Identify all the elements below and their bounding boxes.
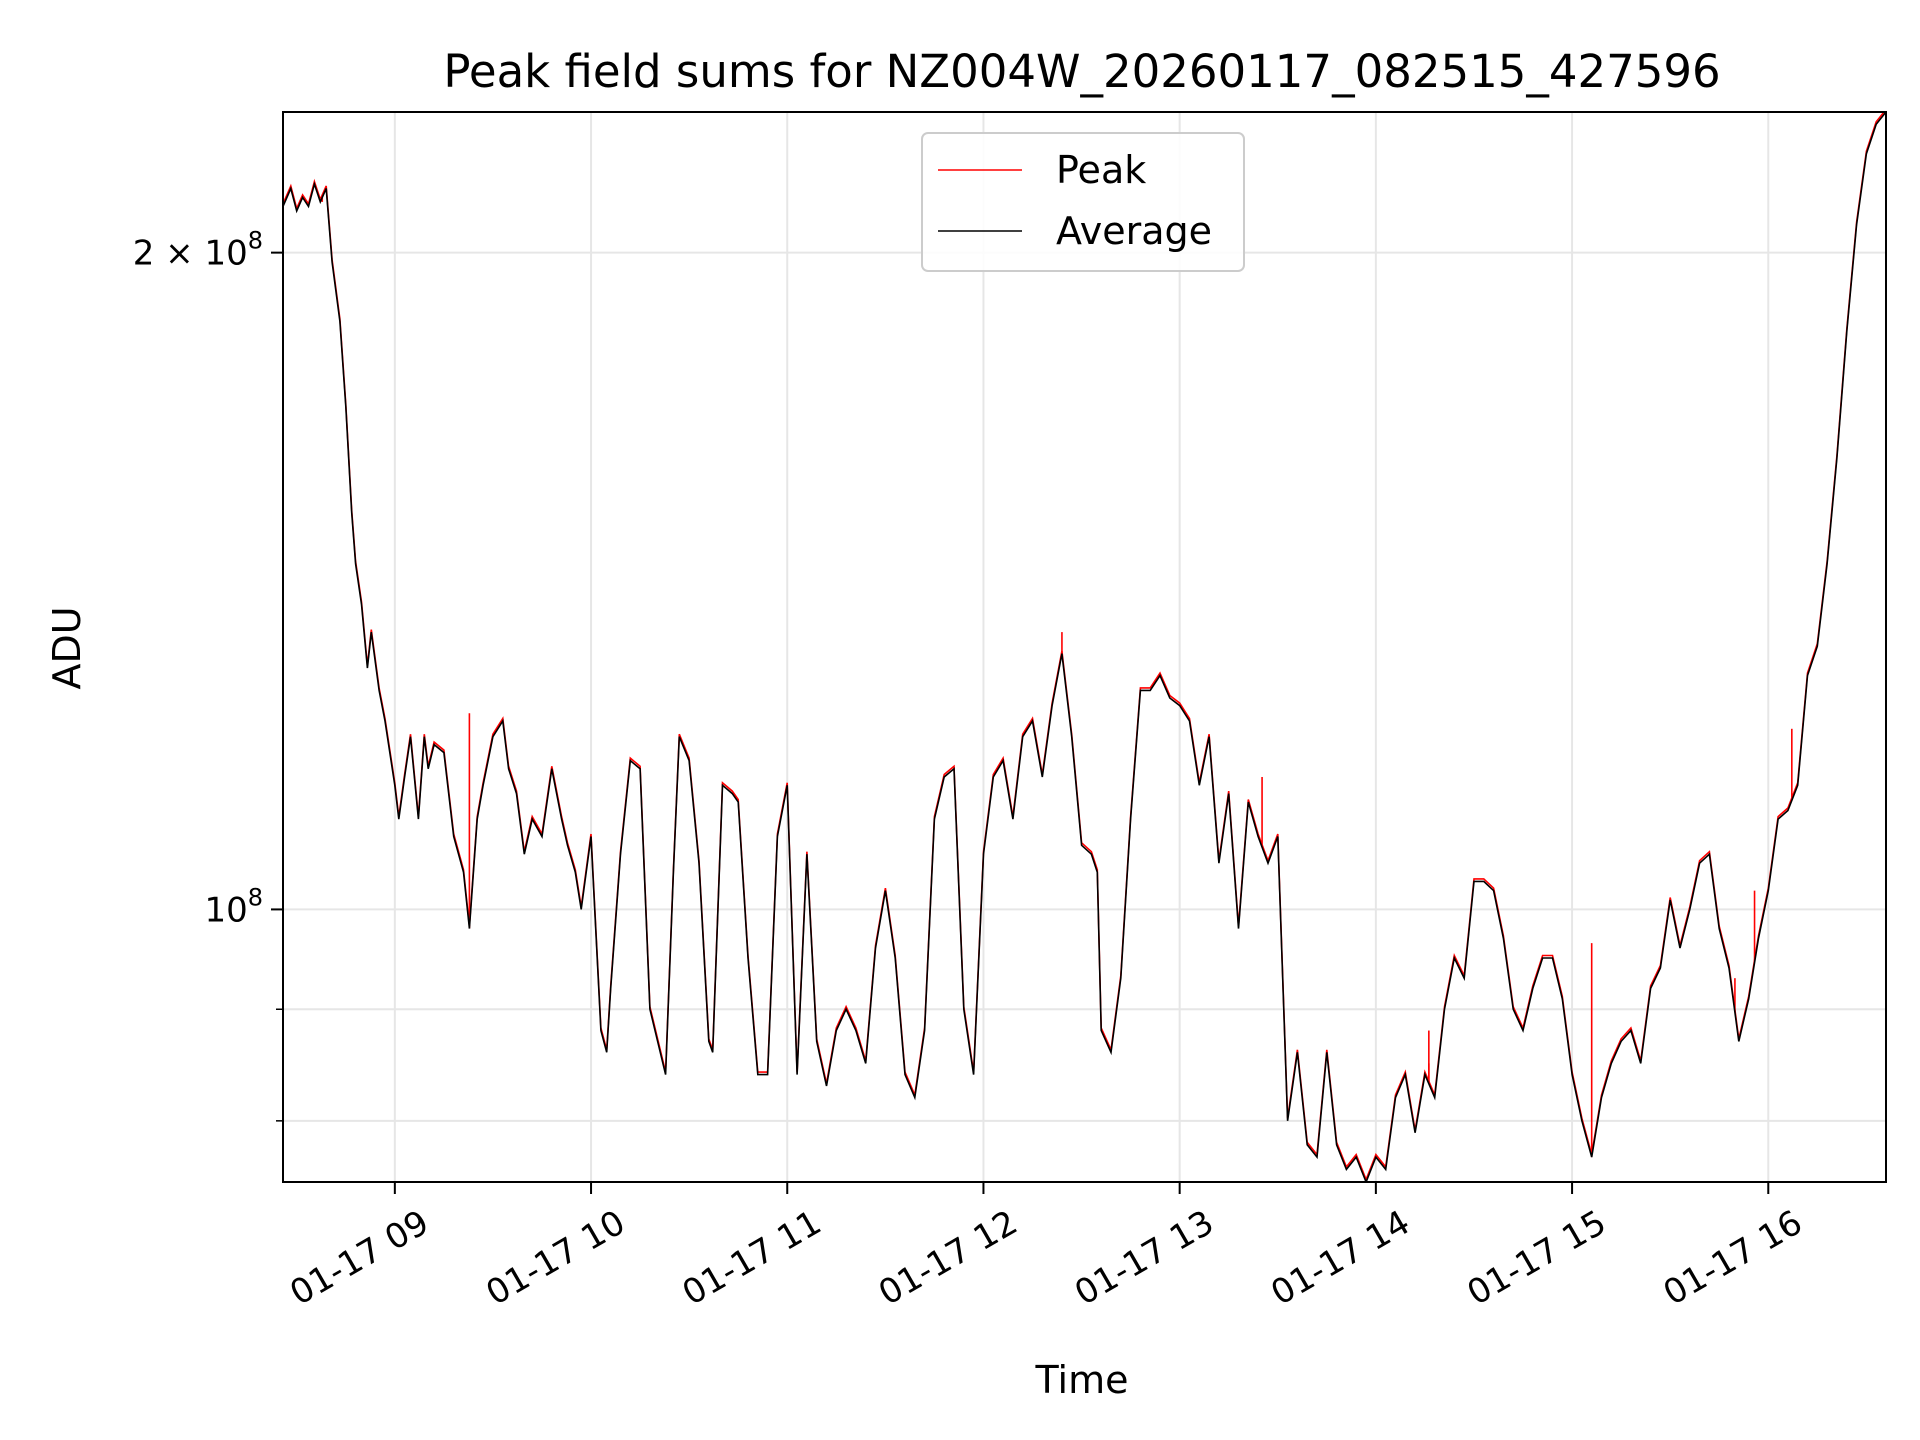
legend-label-peak: Peak <box>1056 148 1146 192</box>
y-axis-ticks: 2 × 108 108 <box>133 227 283 1122</box>
y-axis-label: ADU <box>45 606 89 689</box>
chart-title: Peak field sums for NZ004W_20260117_0825… <box>443 45 1720 98</box>
series-line-average <box>283 112 1886 1182</box>
legend: Peak Average <box>921 132 1245 272</box>
y-tick-label: 2 × 108 <box>133 227 263 274</box>
plot-frame <box>282 111 1887 1183</box>
legend-label-average: Average <box>1056 209 1212 253</box>
plot-lines <box>283 112 1886 1182</box>
legend-box <box>921 132 1245 272</box>
y-tick-label: 108 <box>204 883 263 930</box>
grid-lines <box>283 112 1886 1182</box>
x-axis-label: Time <box>1035 1358 1129 1402</box>
